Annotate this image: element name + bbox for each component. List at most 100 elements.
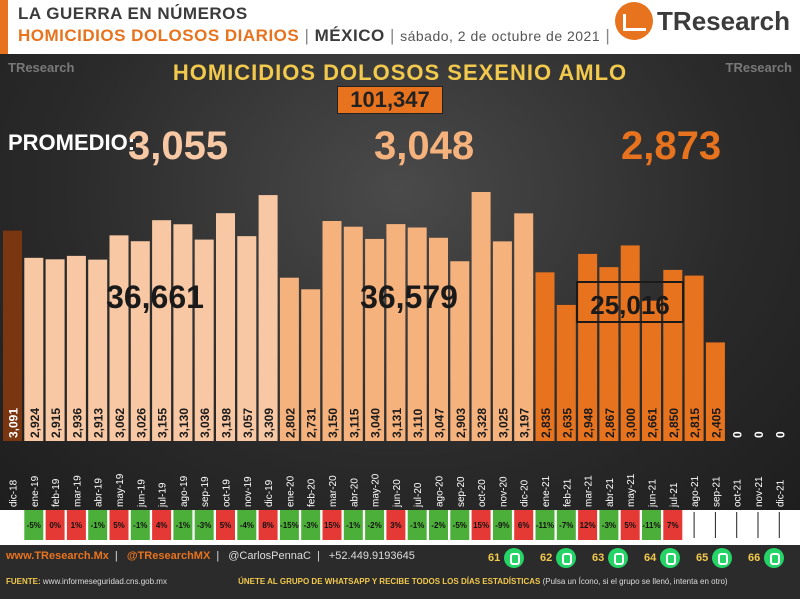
change-label: 5% xyxy=(113,521,125,530)
source-url[interactable]: www.informeseguridad.cns.gob.mx xyxy=(42,577,167,586)
tick-label: jul-19 xyxy=(158,482,169,508)
bar-may-20 xyxy=(365,238,385,441)
tick-label: sep-20 xyxy=(456,476,467,507)
change-label: -9% xyxy=(495,521,509,530)
value-label: 3,328 xyxy=(475,408,489,438)
change-box xyxy=(450,510,470,540)
value-label: 3,091 xyxy=(7,408,21,438)
change-label: -1% xyxy=(176,521,190,530)
change-label: 5% xyxy=(624,521,636,530)
tick-label: feb-20 xyxy=(307,478,318,507)
header: LA GUERRA EN NÚMEROS HOMICIDIOS DOLOSOS … xyxy=(0,0,800,54)
change-label: 5% xyxy=(220,521,232,530)
header-date: sábado, 2 de octubre de 2021 xyxy=(400,28,601,44)
change-box xyxy=(173,510,193,540)
change-box xyxy=(599,510,619,540)
author-link[interactable]: @CarlosPennaC xyxy=(228,550,311,562)
bar-mar-20 xyxy=(322,221,342,441)
tick-label: feb-21 xyxy=(562,478,573,507)
tick-label: abr-19 xyxy=(94,478,105,507)
bar-jun-20 xyxy=(386,224,406,441)
tick-label: feb-19 xyxy=(51,478,62,507)
whatsapp-icon xyxy=(608,548,629,568)
tick-label: ene-19 xyxy=(30,475,41,507)
whatsapp-group-63[interactable]: 63 xyxy=(592,548,629,568)
change-label: -1% xyxy=(346,521,360,530)
bar-ene-20 xyxy=(279,277,299,441)
bar-abr-21 xyxy=(599,267,619,441)
bar-chart: 3,091 dic-18 2,924 ene-19 -5% 2,915 feb-19 0% 2,… xyxy=(3,191,789,540)
source-label: FUENTE: xyxy=(6,577,41,586)
change-label: -3% xyxy=(602,521,616,530)
tick-label: ene-20 xyxy=(285,475,296,507)
change-box xyxy=(514,510,534,540)
bar-jul-20 xyxy=(407,227,427,441)
change-box xyxy=(301,510,321,540)
tick-label: ago-21 xyxy=(690,475,701,507)
whatsapp-note: (Pulsa un Ícono, si el grupo se llenó, i… xyxy=(542,577,728,586)
tresearch-logo[interactable]: TResearch xyxy=(615,2,790,40)
value-label: 2,815 xyxy=(688,408,702,438)
value-label: 3,040 xyxy=(369,408,383,438)
year-total-box xyxy=(576,281,684,323)
value-label: 2,850 xyxy=(667,408,681,438)
whatsapp-group-64[interactable]: 64 xyxy=(644,548,681,568)
website-link[interactable]: www.TResearch.Mx xyxy=(6,550,109,562)
twitter-link[interactable]: @TResearchMX xyxy=(126,550,211,562)
value-label: 3,110 xyxy=(411,408,425,438)
tick-label: nov-21 xyxy=(754,476,765,507)
bar-mar-21 xyxy=(578,253,598,441)
change-box xyxy=(279,510,299,540)
tick-label: oct-19 xyxy=(222,479,233,507)
change-box-empty xyxy=(3,510,22,540)
change-box xyxy=(109,510,129,540)
year-total-label: 25,016 xyxy=(590,290,670,320)
bar-nov-19 xyxy=(237,236,257,441)
tick-label: jul-20 xyxy=(413,482,424,508)
whatsapp-group-66[interactable]: 66 xyxy=(748,548,785,568)
bar-nov-20 xyxy=(492,241,512,441)
value-label: 3,150 xyxy=(326,408,340,438)
change-box xyxy=(237,510,257,540)
bar-feb-21 xyxy=(556,304,576,441)
value-label: 2,924 xyxy=(28,408,42,438)
whatsapp-icon xyxy=(556,548,577,568)
value-label: 3,057 xyxy=(241,408,255,438)
change-box xyxy=(535,510,555,540)
whatsapp-group-62[interactable]: 62 xyxy=(540,548,577,568)
value-label: 2,915 xyxy=(49,408,63,438)
footer-links: www.TResearch.Mx | @TResearchMX | @CarlosP… xyxy=(6,550,415,562)
value-label: 3,000 xyxy=(624,408,638,438)
value-label: 2,635 xyxy=(560,408,574,438)
change-label: 6% xyxy=(518,521,530,530)
promedio-2019: 3,055 xyxy=(128,124,229,168)
change-label: -5% xyxy=(27,521,41,530)
value-label: 2,948 xyxy=(582,408,596,438)
header-place: MÉXICO xyxy=(314,26,385,45)
change-box xyxy=(258,510,278,540)
tick-label: dic-19 xyxy=(264,479,275,507)
change-box xyxy=(152,510,172,540)
phone-link[interactable]: +52.449.9193645 xyxy=(328,550,415,562)
change-label: -11% xyxy=(536,521,554,530)
tick-label: nov-20 xyxy=(498,476,509,507)
bar-jun-19 xyxy=(130,241,150,441)
tick-label: nov-19 xyxy=(243,476,254,507)
bar-sep-19 xyxy=(194,239,214,441)
value-label: 3,025 xyxy=(496,408,510,438)
bar-dic-19 xyxy=(258,195,278,441)
whatsapp-group-61[interactable]: 61 xyxy=(488,548,525,568)
change-label: 1% xyxy=(71,521,83,530)
tick-label: abr-21 xyxy=(605,478,616,507)
change-label: -7% xyxy=(559,521,573,530)
bar-ene-19 xyxy=(24,257,44,441)
tick-label: oct-21 xyxy=(733,479,744,507)
bar-ago-20 xyxy=(429,237,448,441)
change-box xyxy=(216,510,235,540)
value-label: 2,867 xyxy=(603,408,617,438)
change-label: -2% xyxy=(367,521,381,530)
header-title: LA GUERRA EN NÚMEROS xyxy=(18,4,248,23)
footer-source-line: FUENTE: www.informeseguridad.cns.gob.mx … xyxy=(6,577,728,586)
change-label: 15% xyxy=(324,521,340,530)
whatsapp-group-65[interactable]: 65 xyxy=(696,548,733,568)
